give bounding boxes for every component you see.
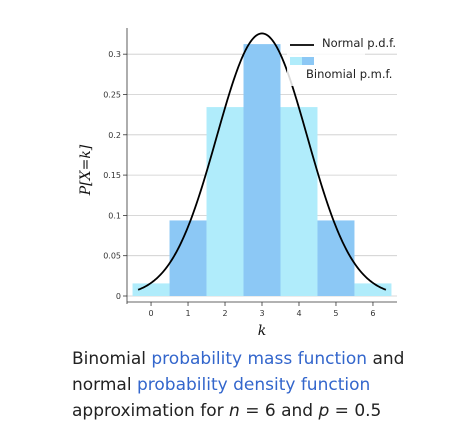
x-tick-label: 1 — [185, 309, 190, 318]
x-tick-label: 5 — [333, 309, 338, 318]
legend-swatch-dark — [302, 57, 314, 65]
pmf-bar — [354, 283, 392, 296]
y-tick-label: 0.1 — [108, 211, 121, 220]
pmf-bar — [132, 283, 170, 296]
axes: 0 0.05 0.1 0.15 0.2 0.25 0.3 0 1 2 3 4 5 6 — [103, 28, 397, 318]
pmf-link[interactable]: probability mass function — [151, 349, 368, 369]
x-tick-label: 2 — [222, 309, 227, 318]
caption-text-2: and normal — [72, 349, 405, 395]
x-tick-label: 6 — [370, 309, 375, 318]
x-tick-label: 3 — [259, 309, 264, 318]
x-tick-label: 4 — [296, 309, 301, 318]
y-axis-title: P[X=k] — [78, 144, 94, 196]
caption-text-5: = 0.5 — [329, 401, 382, 421]
pdf-link[interactable]: probability density function — [136, 375, 371, 395]
caption-var-p: p — [318, 401, 330, 421]
y-tick-label: 0.15 — [103, 171, 121, 180]
normal-pdf-curve — [137, 32, 387, 291]
pmf-bar — [243, 44, 281, 296]
binomial-chart: 0 0.05 0.1 0.15 0.2 0.25 0.3 0 1 2 3 4 5 6 Normal p.d… — [78, 28, 397, 339]
x-axis-title: k — [258, 323, 266, 339]
caption-text-1: Binomial — [72, 349, 152, 369]
pmf-bar — [206, 107, 244, 296]
caption-text-3: approximation for — [72, 401, 230, 421]
y-tick-label: 0.3 — [108, 50, 121, 59]
x-tick-label: 0 — [148, 309, 153, 318]
figure-caption: Binomial probability mass function and n… — [72, 346, 462, 424]
y-tick-label: 0.2 — [108, 131, 121, 140]
bars — [132, 44, 392, 296]
y-tick-label: 0.25 — [103, 90, 121, 99]
pmf-bar — [280, 107, 318, 296]
y-tick-label: 0 — [116, 292, 121, 301]
y-tick-label: 0.05 — [103, 252, 121, 261]
normal-curve-layer — [137, 32, 387, 291]
legend-label-normal: Normal p.d.f. — [322, 36, 396, 50]
legend: Normal p.d.f. Binomial p.m.f. — [287, 35, 396, 86]
legend-label-binomial: Binomial p.m.f. — [306, 67, 392, 81]
pmf-bar — [317, 220, 355, 296]
pmf-bar — [169, 220, 207, 296]
caption-var-n: n — [229, 401, 240, 421]
legend-swatch-light — [290, 57, 302, 65]
caption-text-4: = 6 and — [239, 401, 319, 421]
